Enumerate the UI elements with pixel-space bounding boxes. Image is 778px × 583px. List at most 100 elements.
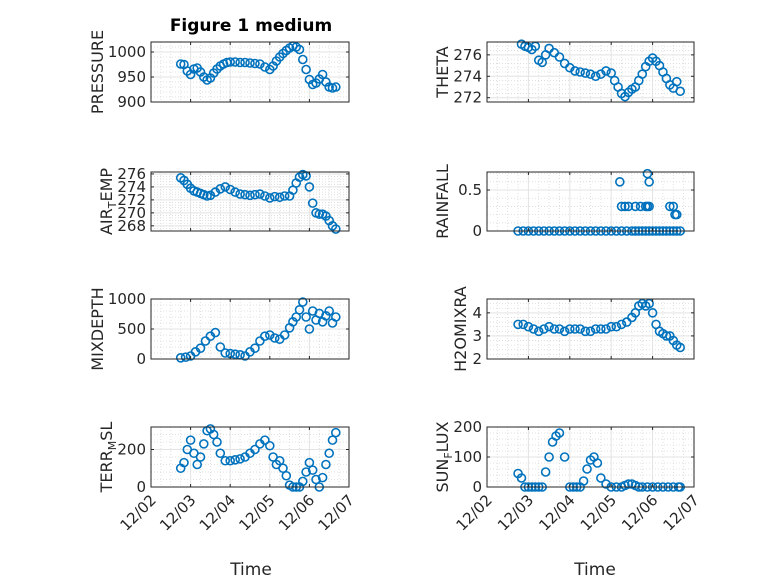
data-point <box>245 190 255 201</box>
data-point <box>208 429 219 440</box>
data-point <box>620 201 630 212</box>
axes-box <box>486 171 695 232</box>
y-tick-label: 0.5 <box>458 181 482 199</box>
data-point <box>616 319 627 330</box>
data-point <box>195 452 206 462</box>
y-tick-label: 1000 <box>108 43 146 61</box>
data-point <box>601 479 611 489</box>
data-point <box>180 352 191 363</box>
x-axis-label-right: Time <box>573 560 616 580</box>
data-series <box>513 168 686 236</box>
data-point <box>220 348 231 358</box>
y-tick-label: 270 <box>117 204 146 222</box>
data-point <box>616 201 627 212</box>
data-point <box>255 336 265 346</box>
data-point <box>575 67 585 77</box>
y-tick-label: 0 <box>136 478 146 496</box>
data-point <box>590 71 601 82</box>
data-point <box>264 193 275 203</box>
y-tick-label: 500 <box>117 320 146 338</box>
data-point <box>215 184 226 194</box>
data-point <box>215 342 226 352</box>
axes-box <box>150 171 350 232</box>
data-point <box>212 437 222 447</box>
data-point <box>255 189 265 199</box>
data-point <box>311 474 321 485</box>
data-point <box>580 68 591 78</box>
y-tick-label: 900 <box>117 93 146 111</box>
data-point <box>554 324 565 334</box>
data-point <box>260 435 270 445</box>
data-point <box>230 57 240 67</box>
data-point <box>516 473 527 483</box>
subplot-4: 0 0.5 RAINFALL <box>433 164 695 240</box>
data-point <box>675 342 686 353</box>
y-tick-label: 0 <box>136 350 146 368</box>
x-tick-label: 12/05 <box>235 491 278 534</box>
x-tick-label: 12/02 <box>453 491 496 534</box>
data-point <box>297 297 308 307</box>
y-axis-label: MIXDEPTH <box>88 287 107 370</box>
data-point <box>192 459 202 470</box>
x-tick-label: 12/06 <box>275 491 318 534</box>
data-point <box>528 324 539 334</box>
figure-title: Figure 1 medium <box>170 16 332 36</box>
x-tick-label: 12/07 <box>660 491 703 534</box>
data-point <box>606 68 617 78</box>
data-point <box>245 58 255 68</box>
data-point <box>260 331 270 342</box>
data-point <box>570 324 580 334</box>
data-point <box>518 319 529 330</box>
y-axis-label: THETA <box>433 46 452 98</box>
x-tick-label: 12/05 <box>577 491 620 534</box>
data-point <box>314 209 325 219</box>
data-series <box>516 39 686 102</box>
data-point <box>559 452 570 462</box>
x-tick-label: 12/07 <box>315 491 358 534</box>
data-point <box>307 198 318 208</box>
y-tick-label: 272 <box>117 191 146 209</box>
data-point <box>559 58 570 69</box>
data-point <box>225 455 235 466</box>
x-tick-label: 12/04 <box>196 491 239 534</box>
y-axis-label: SUNFLUX <box>433 421 455 492</box>
data-point <box>611 321 622 332</box>
data-point <box>304 182 315 192</box>
data-point <box>230 349 240 360</box>
x-axis-label-left: Time <box>229 560 272 580</box>
x-tick-label: 12/03 <box>156 491 199 534</box>
data-point <box>544 321 554 332</box>
data-point <box>554 428 565 438</box>
y-tick-label: 200 <box>117 441 146 459</box>
data-point <box>210 327 221 338</box>
data-point <box>585 69 596 79</box>
data-point <box>623 201 634 212</box>
data-point <box>661 331 672 341</box>
data-point <box>235 189 245 199</box>
data-point <box>537 57 548 68</box>
data-point <box>264 440 275 451</box>
y-tick-label: 4 <box>472 304 482 322</box>
data-point <box>330 427 341 438</box>
data-point <box>240 189 250 200</box>
data-series <box>513 298 686 353</box>
data-point <box>179 457 189 468</box>
y-axis-label: RAINFALL <box>433 164 452 239</box>
data-point <box>304 457 315 468</box>
data-point <box>225 184 235 195</box>
data-point <box>278 463 288 474</box>
data-point <box>250 444 260 455</box>
data-point <box>580 326 591 337</box>
data-point <box>274 192 285 203</box>
data-point <box>675 86 686 97</box>
data-point <box>540 467 551 477</box>
data-point <box>269 333 280 343</box>
data-point <box>230 187 240 197</box>
data-point <box>301 467 311 477</box>
data-point <box>578 476 589 486</box>
data-point <box>250 189 260 200</box>
data-point <box>647 308 658 318</box>
data-point <box>585 326 596 337</box>
